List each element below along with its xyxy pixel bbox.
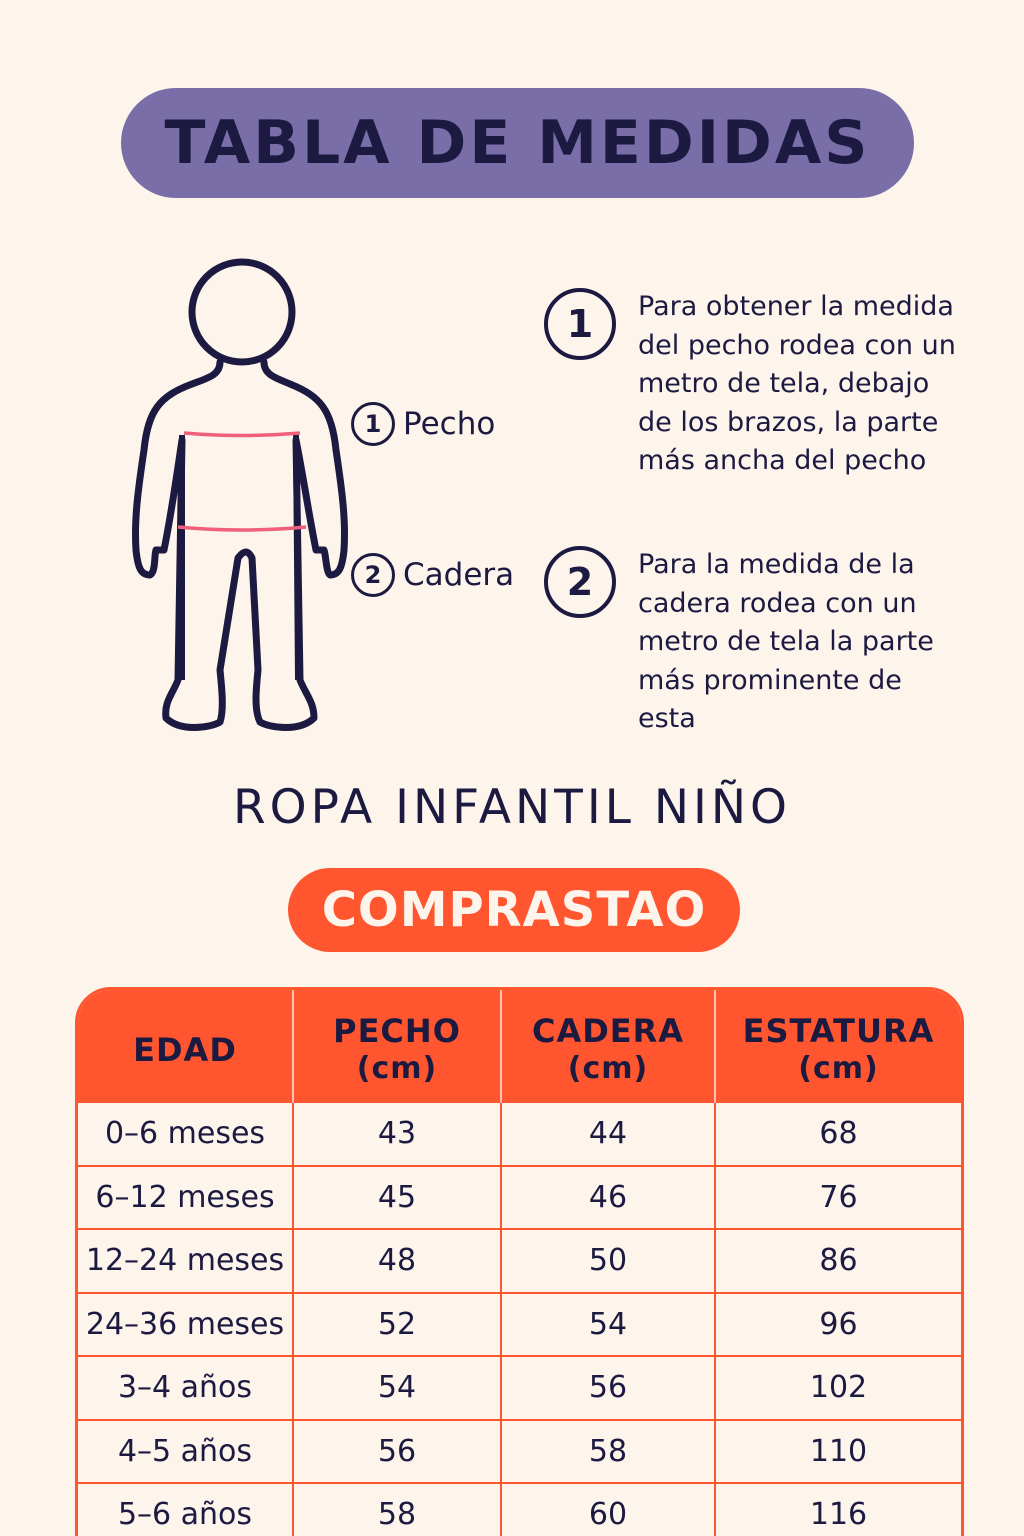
instruction-cadera: 2 Para la medida de la cadera rodea con … [544, 546, 968, 739]
label-text: Cadera [403, 557, 515, 593]
cell-pecho: 48 [292, 1228, 502, 1294]
cell-edad: 0–6 meses [78, 1101, 294, 1167]
cell-estatura: 116 [714, 1482, 961, 1536]
cell-edad: 6–12 meses [78, 1164, 294, 1230]
column-header-edad: EDAD [133, 1030, 237, 1069]
cell-cadera: 44 [500, 1101, 716, 1167]
instruction-text: Para obtener la medida del pecho rodea c… [638, 291, 956, 476]
brand-banner: COMPRASTAO [288, 868, 740, 952]
table-row: 6–12 meses 45 46 76 [78, 1164, 961, 1230]
cell-cadera: 56 [500, 1355, 716, 1421]
column-header-estatura: ESTATURA (cm) [714, 990, 961, 1102]
cell-cadera: 54 [500, 1291, 716, 1357]
table-row: 12–24 meses 48 50 86 [78, 1228, 961, 1294]
section-subtitle: ROPA INFANTIL NIÑO [233, 780, 791, 835]
cell-edad: 4–5 años [78, 1418, 294, 1484]
cell-cadera: 46 [500, 1164, 716, 1230]
table-row: 24–36 meses 52 54 96 [78, 1291, 961, 1357]
cell-edad: 24–36 meses [78, 1291, 294, 1357]
cell-pecho: 52 [292, 1291, 502, 1357]
cell-estatura: 76 [714, 1164, 961, 1230]
cell-cadera: 60 [500, 1482, 716, 1536]
column-header-pecho: PECHO (cm) [292, 990, 501, 1102]
cell-estatura: 110 [714, 1418, 961, 1484]
cell-estatura: 102 [714, 1355, 961, 1421]
table-header-row: EDAD PECHO (cm) CADERA (cm) ESTATURA (cm) [78, 990, 961, 1102]
table-row: 3–4 años 54 56 102 [78, 1355, 961, 1421]
table-row: 0–6 meses 43 44 68 [78, 1101, 961, 1167]
cell-pecho: 54 [292, 1355, 502, 1421]
cell-cadera: 50 [500, 1228, 716, 1294]
cell-edad: 5–6 años [78, 1482, 294, 1536]
cell-pecho: 43 [292, 1101, 502, 1167]
cell-estatura: 68 [714, 1101, 961, 1167]
instruction-text: Para la medida de la cadera rodea con un… [638, 549, 934, 734]
page-title: TABLA DE MEDIDAS [164, 108, 871, 178]
cell-edad: 12–24 meses [78, 1228, 294, 1294]
cell-cadera: 58 [500, 1418, 716, 1484]
cell-estatura: 86 [714, 1228, 961, 1294]
cell-estatura: 96 [714, 1291, 961, 1357]
table-row: 4–5 años 56 58 110 [78, 1418, 961, 1484]
child-body-outline-icon [131, 258, 349, 731]
number-2-badge: 2 [351, 553, 395, 597]
number-1-badge: 1 [544, 288, 616, 360]
cell-pecho: 58 [292, 1482, 502, 1536]
table-row: 5–6 años 58 60 116 [78, 1482, 961, 1536]
number-1-badge: 1 [351, 402, 395, 446]
number-2-badge: 2 [544, 546, 616, 618]
instruction-pecho: 1 Para obtener la medida del pecho rodea… [544, 288, 968, 481]
cell-pecho: 45 [292, 1164, 502, 1230]
label-text: Pecho [403, 406, 496, 442]
brand-name: COMPRASTAO [321, 882, 707, 938]
cell-pecho: 56 [292, 1418, 502, 1484]
figure-label-cadera: 2 Cadera [351, 553, 514, 597]
figure-label-pecho: 1 Pecho [351, 402, 495, 446]
column-header-cadera: CADERA (cm) [500, 990, 715, 1102]
title-banner: TABLA DE MEDIDAS [121, 88, 914, 198]
size-table: EDAD PECHO (cm) CADERA (cm) ESTATURA (cm) 0… [75, 987, 964, 1536]
cell-edad: 3–4 años [78, 1355, 294, 1421]
